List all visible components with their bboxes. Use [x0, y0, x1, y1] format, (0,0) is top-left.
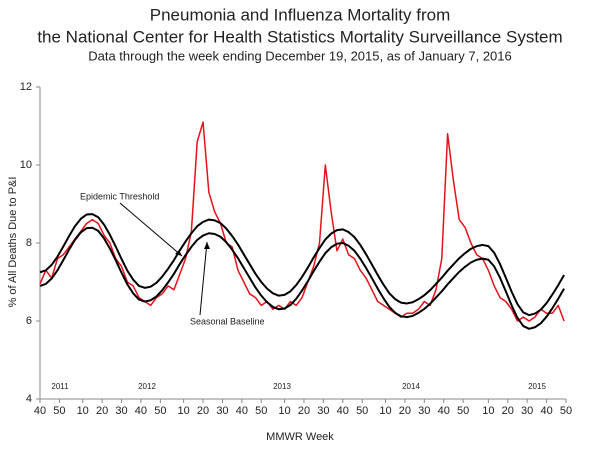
y-tick-label: 12 — [20, 81, 32, 93]
series-line — [39, 121, 565, 322]
baseline-label: Seasonal Baseline — [190, 316, 265, 326]
year-label: 2013 — [273, 382, 291, 391]
x-tick-label: 10 — [278, 405, 290, 417]
x-tick-label: 30 — [418, 405, 430, 417]
y-tick-label: 8 — [26, 237, 32, 249]
x-tick-label: 40 — [438, 405, 450, 417]
x-tick-label: 50 — [53, 405, 65, 417]
x-tick-label: 10 — [178, 405, 190, 417]
x-tick-label: 50 — [356, 405, 368, 417]
x-tick-label: 10 — [482, 405, 494, 417]
arrowhead — [204, 242, 210, 249]
year-label: 2014 — [402, 382, 420, 391]
x-tick-label: 10 — [379, 405, 391, 417]
y-tick-label: 6 — [26, 315, 32, 327]
x-tick-label: 40 — [135, 405, 147, 417]
x-tick-label: 20 — [197, 405, 209, 417]
year-label: 2011 — [51, 382, 69, 391]
x-tick-label: 50 — [255, 405, 267, 417]
x-tick-label: 30 — [521, 405, 533, 417]
x-tick-label: 10 — [77, 405, 89, 417]
x-tick-label: 50 — [154, 405, 166, 417]
chart-title: the National Center for Health Statistic… — [37, 27, 562, 46]
annotation-arrow — [119, 202, 183, 257]
year-label: 2012 — [138, 382, 156, 391]
x-tick-label: 20 — [502, 405, 514, 417]
x-tick-label: 20 — [298, 405, 310, 417]
y-axis-title: % of All Deaths Due to P&I — [7, 177, 19, 308]
x-tick-label: 20 — [96, 405, 108, 417]
x-tick-label: 30 — [317, 405, 329, 417]
x-tick-label: 50 — [457, 405, 469, 417]
x-tick-label: 40 — [34, 405, 46, 417]
chart-title: Pneumonia and Influenza Mortality from — [150, 5, 451, 24]
x-tick-label: 40 — [337, 405, 349, 417]
x-axis-title: MMWR Week — [266, 431, 334, 443]
chart-subtitle: Data through the week ending December 19… — [88, 48, 512, 63]
x-tick-label: 40 — [540, 405, 552, 417]
year-label: 2015 — [528, 382, 546, 391]
annotation-arrow — [199, 241, 208, 316]
series-line — [39, 226, 565, 330]
y-tick-label: 4 — [26, 393, 32, 405]
x-tick-label: 20 — [399, 405, 411, 417]
x-tick-label: 50 — [560, 405, 572, 417]
x-tick-label: 30 — [115, 405, 127, 417]
y-tick-label: 10 — [20, 159, 32, 171]
x-tick-label: 30 — [216, 405, 228, 417]
x-tick-label: 40 — [236, 405, 248, 417]
threshold-label: Epidemic Threshold — [80, 191, 159, 201]
series-line — [39, 213, 565, 317]
